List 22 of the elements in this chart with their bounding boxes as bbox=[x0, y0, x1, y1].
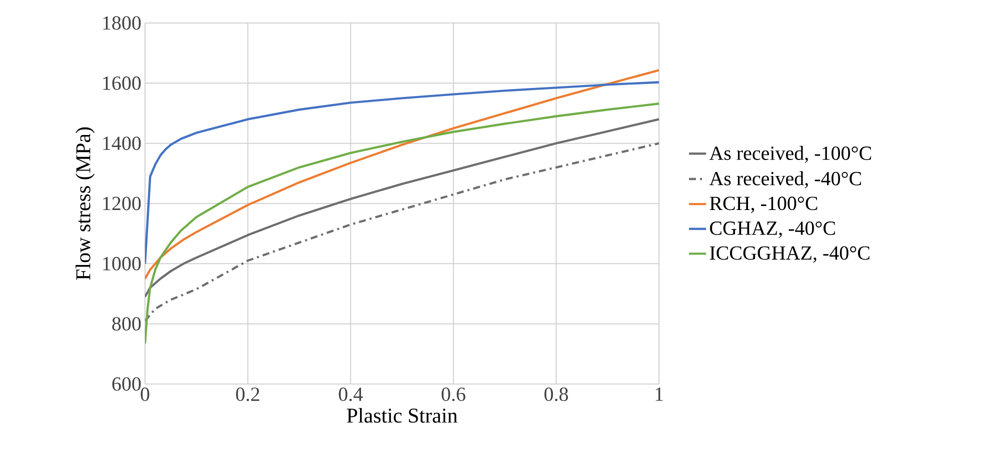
y-tick-label: 800 bbox=[112, 317, 141, 331]
line-series bbox=[145, 118, 660, 298]
legend-label: CGHAZ, -40°C bbox=[710, 221, 835, 238]
x-tick-label: 0.8 bbox=[544, 388, 568, 402]
legend-label: RCH, -100°C bbox=[710, 196, 818, 214]
x-tick-label: 0.6 bbox=[442, 388, 466, 402]
y-tick-label: 1800 bbox=[103, 16, 141, 30]
x-tick-label: 0.2 bbox=[236, 388, 260, 402]
y-tick-label: 1000 bbox=[103, 256, 141, 270]
y-axis-title: Flow stress (MPa) bbox=[76, 127, 95, 280]
legend-label: As received, -40°C bbox=[709, 171, 862, 188]
x-tick-label: 1 bbox=[656, 388, 663, 401]
x-tick-label: 0.4 bbox=[338, 388, 363, 402]
y-tick-label: 1200 bbox=[103, 196, 141, 210]
x-tick-label: 0 bbox=[140, 388, 150, 402]
legend-label: As received, -100°C bbox=[709, 146, 872, 163]
y-tick-label: 600 bbox=[112, 377, 141, 391]
x-axis-title: Plastic Strain bbox=[346, 408, 458, 423]
legend-label: ICCGGHAZ, -40°C bbox=[710, 246, 870, 263]
y-tick-label: 1400 bbox=[103, 136, 141, 150]
line-series bbox=[145, 102, 660, 344]
y-tick-label: 1600 bbox=[103, 76, 141, 90]
